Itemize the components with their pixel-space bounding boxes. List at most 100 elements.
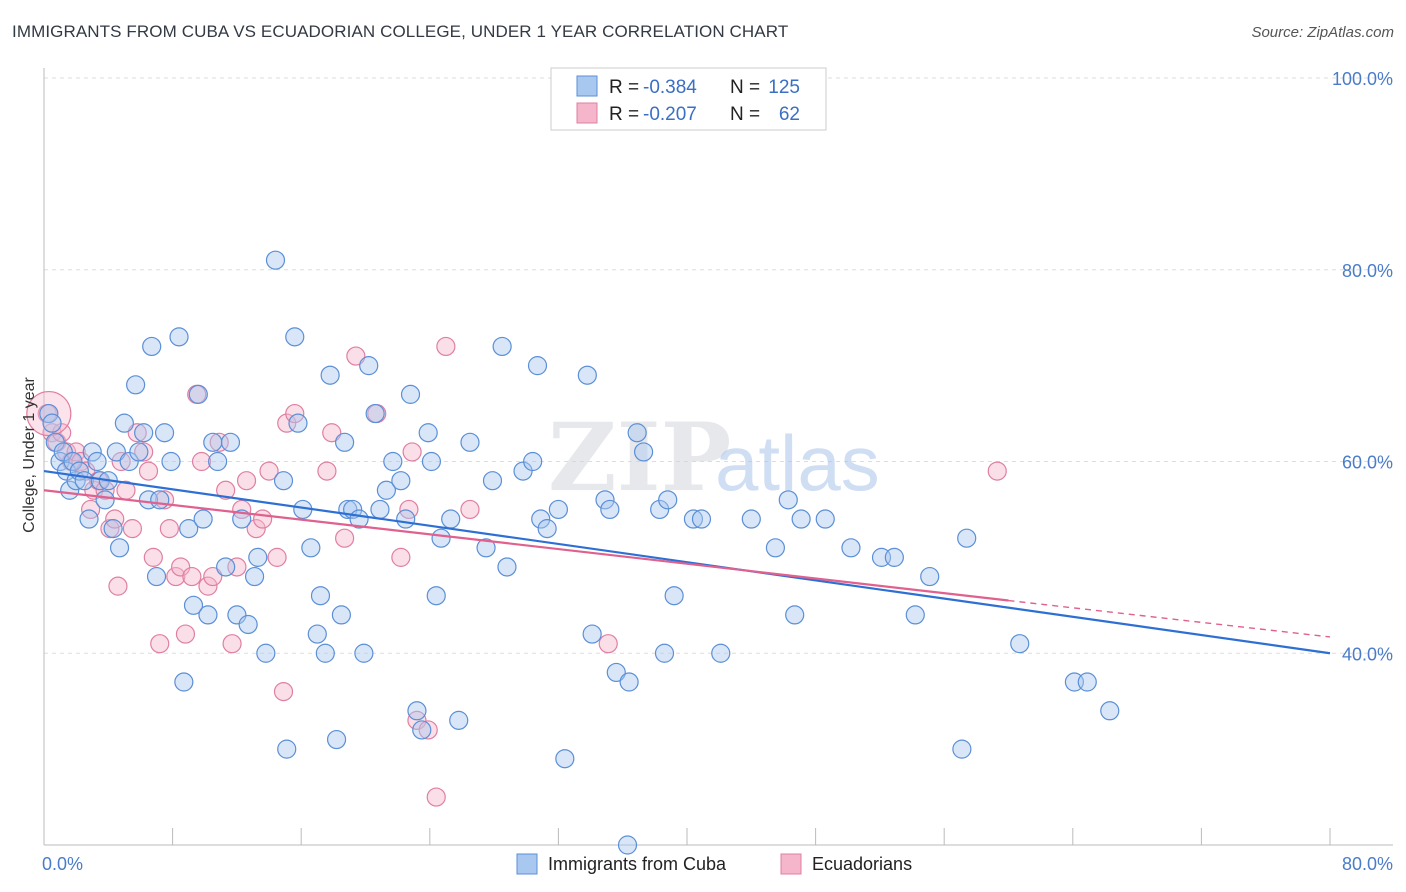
data-point — [227, 557, 247, 577]
data-point — [785, 605, 805, 625]
legend-n-value-ecuadorians: 62 — [779, 104, 800, 125]
y-tick-label: 100.0% — [1332, 69, 1393, 89]
data-point — [127, 423, 147, 443]
data-point — [987, 461, 1007, 481]
data-point — [884, 547, 904, 567]
data-point — [216, 480, 236, 500]
watermark: ZIP atlas — [548, 403, 880, 513]
trend-line-pink — [43, 489, 1009, 602]
data-point — [310, 586, 331, 606]
series-ecuadorians — [26, 336, 1007, 807]
data-point — [109, 538, 130, 558]
data-point — [326, 729, 347, 750]
data-point — [119, 451, 139, 472]
data-point — [396, 509, 416, 529]
data-point — [114, 413, 134, 433]
data-point — [42, 413, 62, 433]
data-point — [320, 365, 340, 385]
data-point — [129, 442, 149, 462]
series-legend: Immigrants from Cuba Ecuadorians — [516, 853, 912, 875]
series-cuba — [39, 250, 1120, 855]
data-point — [383, 451, 403, 472]
data-point — [122, 519, 143, 539]
data-point — [203, 566, 223, 587]
data-point — [537, 519, 557, 539]
data-point — [285, 327, 305, 347]
data-point — [331, 605, 351, 625]
watermark-atlas: atlas — [715, 419, 880, 507]
data-point — [191, 451, 212, 472]
data-point — [253, 509, 273, 529]
correlation-legend: R = -0.384 N = 125 R = -0.207 N = 62 — [550, 67, 827, 131]
data-point — [150, 490, 170, 510]
data-point — [188, 384, 208, 404]
data-point — [407, 701, 427, 721]
data-point — [765, 538, 786, 558]
data-point — [658, 490, 678, 510]
legend-n-label-cuba: N = — [730, 77, 760, 98]
legend-r-label-cuba: R = — [609, 77, 639, 98]
y-tick-label: 60.0% — [1342, 453, 1393, 473]
data-point — [267, 547, 287, 567]
data-point — [1010, 634, 1030, 654]
data-point — [138, 461, 159, 481]
data-point — [52, 423, 72, 443]
data-point — [208, 451, 228, 472]
data-point — [259, 461, 279, 481]
data-point — [138, 490, 159, 510]
data-point — [600, 499, 620, 520]
data-point — [365, 403, 385, 424]
data-point — [159, 519, 179, 539]
data-point — [301, 538, 321, 558]
data-point — [619, 672, 639, 692]
data-point — [920, 566, 940, 587]
data-point — [198, 605, 218, 625]
data-point — [134, 423, 154, 443]
data-point — [449, 710, 469, 730]
trend-line-dashed-pink — [1008, 599, 1331, 638]
data-point — [134, 442, 154, 462]
data-point — [174, 672, 194, 692]
data-point — [220, 432, 241, 452]
data-point — [317, 461, 337, 481]
data-point — [248, 547, 268, 567]
data-point — [265, 250, 286, 270]
data-point — [650, 499, 670, 520]
data-point — [74, 471, 94, 491]
data-point — [523, 451, 543, 472]
data-point — [402, 442, 422, 462]
data-point — [527, 356, 548, 376]
data-point — [175, 624, 196, 644]
y-axis-label: College, Under 1 year — [21, 377, 38, 533]
data-point — [146, 566, 167, 587]
data-point — [193, 509, 213, 529]
x-tick-label-max: 80.0% — [1342, 854, 1393, 874]
data-point — [161, 451, 181, 472]
data-point — [179, 519, 199, 539]
data-point — [1077, 672, 1097, 692]
data-point — [95, 490, 115, 510]
data-point — [391, 471, 411, 491]
data-point — [182, 566, 202, 587]
data-point — [236, 471, 257, 491]
data-point — [426, 787, 446, 807]
data-point — [513, 461, 533, 481]
data-point — [654, 643, 675, 663]
data-point — [273, 681, 294, 702]
data-point — [166, 566, 186, 587]
data-point — [354, 643, 374, 663]
data-point — [53, 442, 73, 462]
bottom-legend-label-ecuadorians: Ecuadorians — [812, 854, 912, 874]
data-point — [633, 442, 654, 462]
data-point — [460, 432, 480, 452]
data-point — [246, 519, 266, 539]
data-point — [106, 442, 126, 462]
data-point — [815, 509, 835, 529]
data-point — [273, 471, 294, 491]
data-point — [441, 509, 461, 529]
axes — [43, 68, 1393, 846]
data-point — [436, 336, 456, 357]
data-point — [482, 471, 503, 491]
data-point — [82, 442, 102, 462]
data-point — [1100, 701, 1120, 721]
